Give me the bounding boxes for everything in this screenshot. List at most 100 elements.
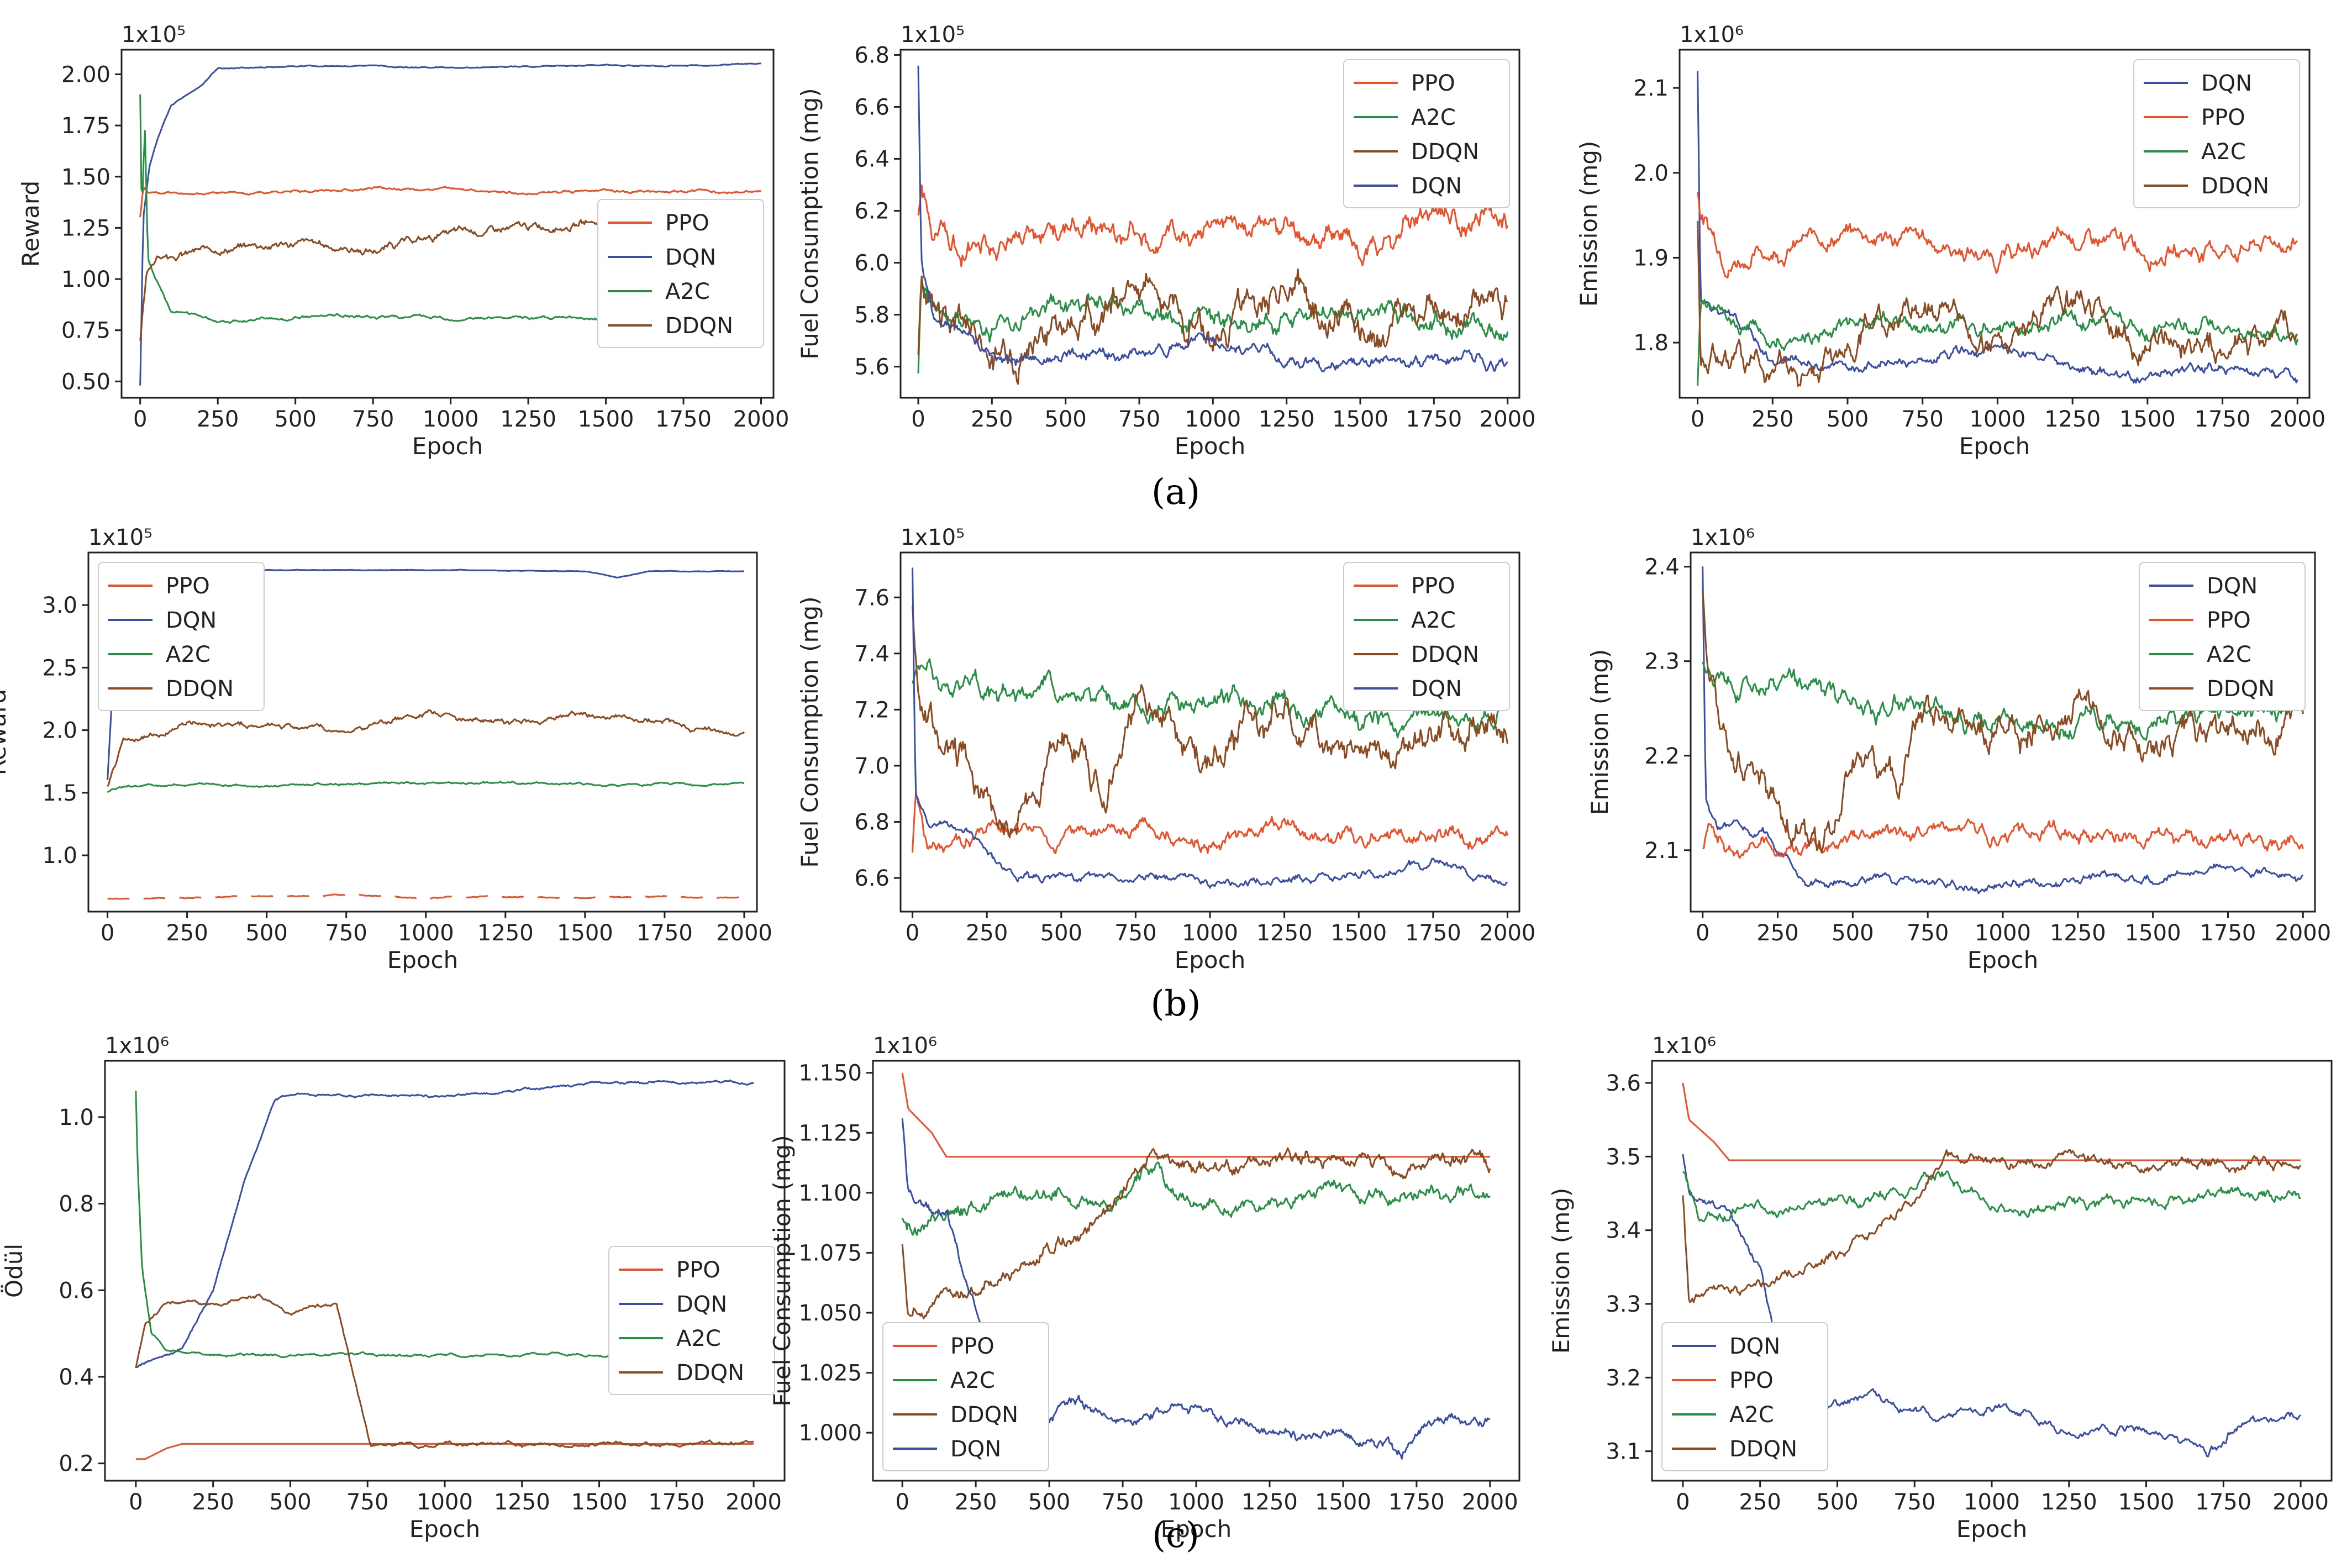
x-tick-label: 2000 xyxy=(1480,920,1536,946)
y-tick-label: 7.2 xyxy=(854,697,890,723)
series-line-ppo xyxy=(135,1443,754,1460)
plot-frame xyxy=(120,49,775,399)
y-tick-label: 1.00 xyxy=(61,267,111,292)
x-tick-label: 250 xyxy=(192,1490,234,1515)
x-tick-label: 500 xyxy=(245,920,287,946)
y-tick-label: 1.150 xyxy=(798,1061,862,1086)
series-line-a2c xyxy=(1697,299,2298,386)
legend-box xyxy=(1343,562,1510,711)
x-axis-label: Epoch xyxy=(1956,1516,2028,1543)
x-tick-label: 0 xyxy=(911,407,925,432)
legend: DQN PPO A2C DDQN xyxy=(1661,1322,1828,1471)
x-tick-label: 1250 xyxy=(1256,920,1313,946)
x-tick-label: 250 xyxy=(197,407,239,432)
y-tick-label: 0.50 xyxy=(61,369,111,394)
y-tick-label: 5.6 xyxy=(854,355,890,380)
x-tick-label: 1250 xyxy=(2044,407,2101,432)
y-axis-label: Fuel Consumption (mg) xyxy=(796,88,823,359)
legend-box xyxy=(2139,562,2306,711)
x-tick-label: 500 xyxy=(269,1490,311,1515)
x-tick-label: 750 xyxy=(1114,920,1156,946)
x-tick-label: 2000 xyxy=(2269,407,2325,432)
x-tick-label: 1000 xyxy=(1182,920,1238,946)
series-line-dqn xyxy=(1697,71,2298,384)
x-tick-label: 1250 xyxy=(2050,920,2106,946)
series-line-a2c xyxy=(912,658,1508,739)
series-line-ddqn xyxy=(912,606,1508,839)
y-tick-label: 6.2 xyxy=(854,198,890,224)
series-line-a2c xyxy=(1682,1170,2301,1223)
x-tick-label: 1750 xyxy=(2195,1490,2251,1515)
x-tick-label: 0 xyxy=(1696,920,1709,946)
x-tick-label: 1500 xyxy=(2119,407,2176,432)
y-tick-label: 2.3 xyxy=(1644,649,1680,675)
x-tick-label: 1500 xyxy=(1315,1490,1371,1515)
chart-panel-a1: 0 250 500 750 1000 1250 1500 1750 2000 0.50 0.75 1.… xyxy=(17,22,789,460)
y-exponent-label: 1x10⁶ xyxy=(1691,525,1755,550)
legend-label-ddqn: DDQN xyxy=(1411,139,1479,165)
y-tick-label: 1.000 xyxy=(798,1420,862,1446)
x-tick-label: 250 xyxy=(966,920,1008,946)
y-axis-label: Reward xyxy=(17,181,44,267)
series-line-a2c xyxy=(107,781,745,793)
caption-b: (b) xyxy=(1151,983,1201,1024)
x-tick-label: 0 xyxy=(895,1490,909,1515)
series-line-dqn xyxy=(912,567,1508,889)
x-tick-label: 1250 xyxy=(500,407,556,432)
legend-label-ppo: PPO xyxy=(1411,573,1455,599)
x-axis-label: Epoch xyxy=(1959,433,2030,460)
y-tick-label: 3.6 xyxy=(1606,1071,1641,1096)
legend-label-a2c: A2C xyxy=(1411,608,1456,633)
y-tick-label: 3.5 xyxy=(1606,1144,1641,1170)
chart-panel-c1: 0 250 500 750 1000 1250 1500 1750 2000 0.2 0.4 0.6 0… xyxy=(0,1033,786,1543)
legend-label-ddqn: DDQN xyxy=(950,1402,1018,1428)
x-tick-label: 1250 xyxy=(2041,1490,2097,1515)
legend-label-ddqn: DDQN xyxy=(2201,173,2269,199)
legend-box xyxy=(1661,1322,1828,1471)
x-tick-label: 1000 xyxy=(398,920,454,946)
y-tick-label: 0.2 xyxy=(59,1451,94,1477)
series-line-ddqn xyxy=(1682,1149,2302,1303)
series-line-ppo xyxy=(139,186,761,218)
y-axis-label: Emission (mg) xyxy=(1586,649,1613,815)
legend-label-ppo: PPO xyxy=(1411,71,1455,96)
x-axis-label: Epoch xyxy=(412,433,483,460)
y-exponent-label: 1x10⁵ xyxy=(122,22,186,48)
series-line-ppo xyxy=(912,792,1508,854)
y-tick-label: 5.8 xyxy=(854,303,890,328)
y-tick-label: 7.0 xyxy=(854,754,890,779)
x-tick-label: 1750 xyxy=(655,407,712,432)
legend-label-ppo: PPO xyxy=(676,1257,720,1283)
x-tick-label: 2000 xyxy=(733,407,790,432)
x-tick-label: 500 xyxy=(1028,1490,1070,1515)
y-tick-label: 3.4 xyxy=(1606,1218,1641,1244)
legend-label-ppo: PPO xyxy=(166,573,210,599)
legend: DQN PPO A2C DDQN xyxy=(2133,59,2300,208)
x-tick-label: 250 xyxy=(166,920,208,946)
y-axis-label: Reward xyxy=(0,689,11,775)
x-tick-label: 750 xyxy=(352,407,394,432)
y-tick-label: 6.4 xyxy=(854,146,890,172)
chart-panel-c2: 0 250 500 750 1000 1250 1500 1750 2000 1.000 1.025… xyxy=(769,1033,1520,1543)
y-tick-label: 1.50 xyxy=(61,165,111,190)
y-axis-label: Emission (mg) xyxy=(1548,1188,1575,1354)
x-axis-label: Epoch xyxy=(1967,946,2039,974)
x-tick-label: 1500 xyxy=(571,1490,628,1515)
x-tick-label: 750 xyxy=(1902,407,1944,432)
x-tick-label: 2000 xyxy=(2275,920,2331,946)
y-tick-label: 1.075 xyxy=(798,1240,862,1266)
x-axis-label: Epoch xyxy=(1175,433,1246,460)
y-tick-label: 2.4 xyxy=(1644,555,1680,580)
legend-label-ppo: PPO xyxy=(2201,105,2245,130)
y-tick-label: 3.0 xyxy=(42,593,77,618)
y-axis-label: Emission (mg) xyxy=(1575,141,1602,307)
y-tick-label: 2.0 xyxy=(1633,161,1669,186)
y-tick-label: 3.2 xyxy=(1606,1365,1641,1391)
x-tick-label: 1500 xyxy=(2118,1490,2175,1515)
legend-label-dqn: DQN xyxy=(676,1292,727,1317)
legend-label-a2c: A2C xyxy=(1729,1402,1774,1428)
x-tick-label: 1000 xyxy=(1168,1490,1224,1515)
x-tick-label: 250 xyxy=(1739,1490,1781,1515)
y-tick-label: 2.5 xyxy=(42,655,77,681)
